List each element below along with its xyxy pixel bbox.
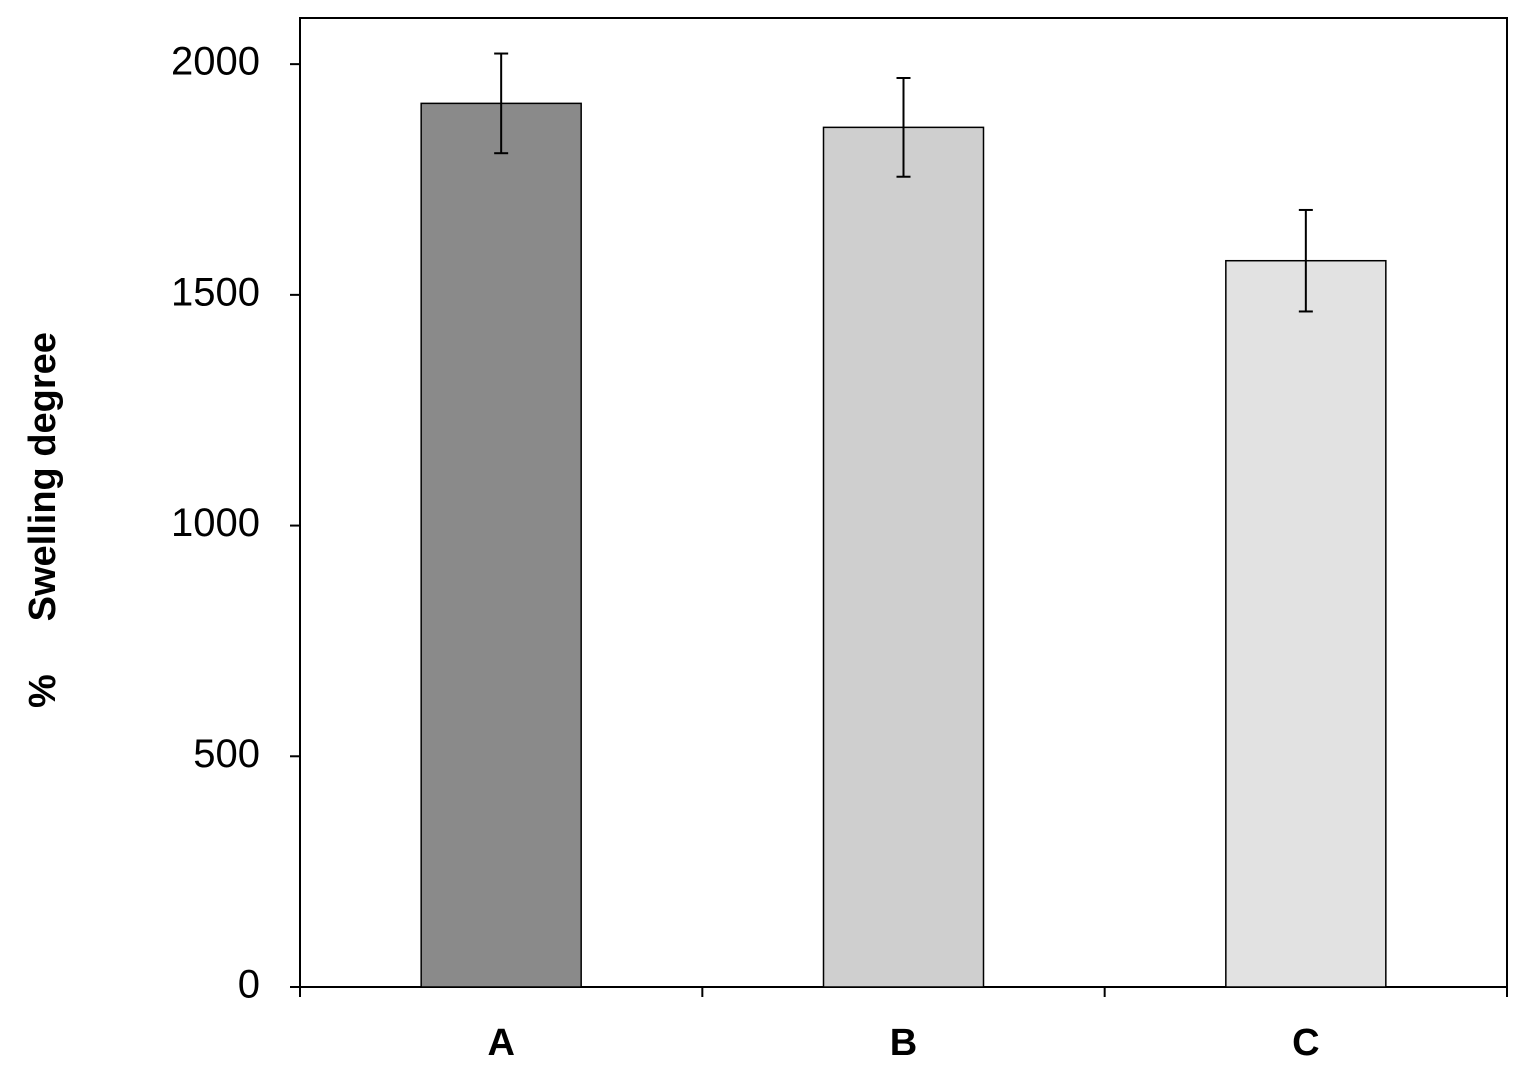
bar xyxy=(420,102,582,988)
y-tick-label: 1500 xyxy=(171,270,260,314)
y-tick-label: 0 xyxy=(238,963,260,1007)
bar xyxy=(1225,259,1387,988)
bar xyxy=(822,126,985,988)
error-bar xyxy=(1298,208,1313,313)
x-tick-label: C xyxy=(1292,1022,1319,1064)
error-bar xyxy=(494,52,509,155)
y-tick-label: 2000 xyxy=(171,40,260,84)
y-tick-label: 500 xyxy=(193,732,260,776)
y-tick-label: 1000 xyxy=(171,501,260,545)
y-axis-label: % Swelling degree xyxy=(22,332,64,708)
x-tick-label: A xyxy=(487,1022,514,1064)
x-tick-label: B xyxy=(890,1022,917,1064)
error-bar xyxy=(896,76,911,178)
